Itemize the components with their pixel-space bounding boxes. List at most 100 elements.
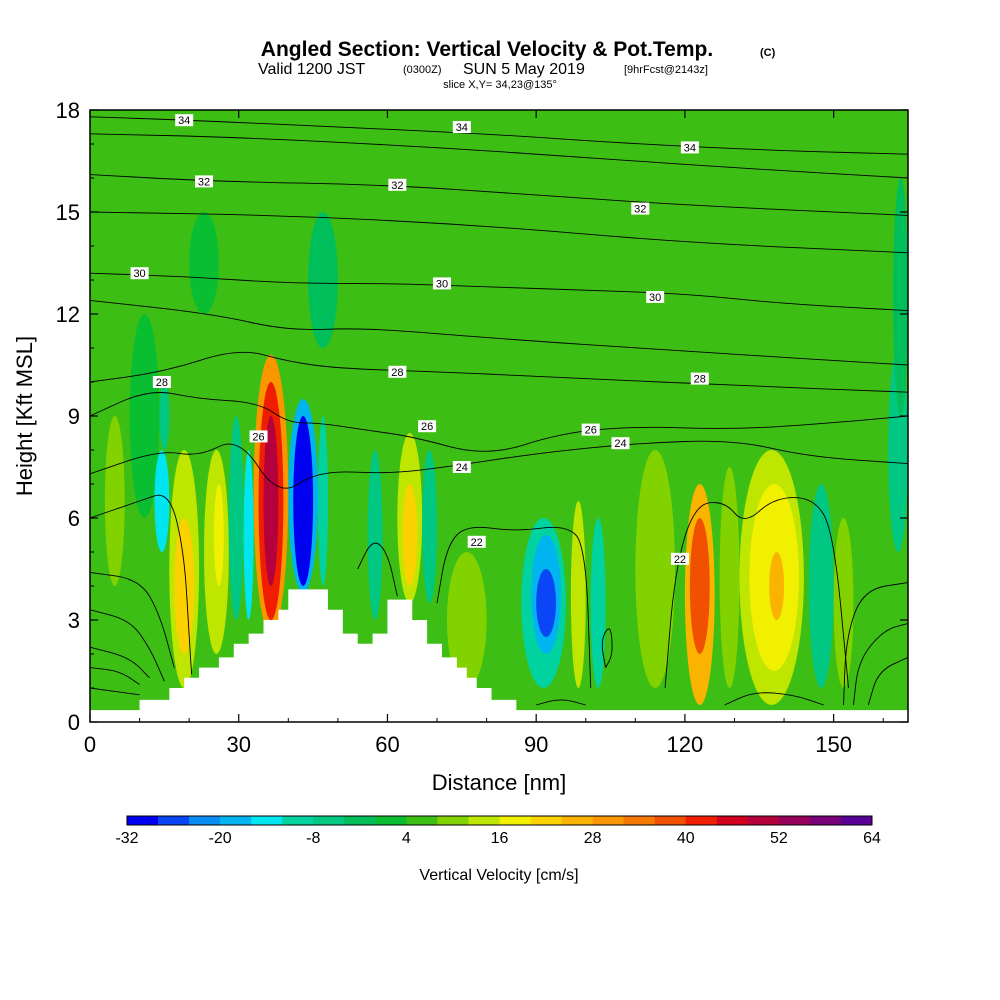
colorbar-swatch xyxy=(127,816,159,825)
contour-label-18: 22 xyxy=(670,552,689,566)
colorbar-swatch xyxy=(313,816,345,825)
theta-contour-12 xyxy=(90,571,175,668)
colorbar-swatch xyxy=(716,816,749,825)
contour-label-8: 30 xyxy=(646,291,665,304)
theta-contour-1 xyxy=(90,133,908,179)
colorbar-swatch xyxy=(437,816,469,825)
theta-contour-18 xyxy=(536,699,586,706)
contour-label-5: 32 xyxy=(631,202,650,216)
velocity-cell-22 xyxy=(536,569,557,637)
theta-contour-3 xyxy=(90,211,908,254)
x-axis-label: Distance [nm] xyxy=(432,770,567,795)
colorbar-swatch xyxy=(778,816,811,825)
theta-contour-9 xyxy=(90,494,193,675)
subtitle-date: SUN 5 May 2019 xyxy=(463,61,585,78)
contour-label-2: 34 xyxy=(680,141,699,154)
contour-label-text: 30 xyxy=(649,292,661,304)
colorbar-swatch xyxy=(282,816,314,825)
colorbar-tick-label: 52 xyxy=(770,830,788,847)
theta-contour-8 xyxy=(90,440,908,489)
velocity-cell-7 xyxy=(228,416,244,620)
contour-label-11: 28 xyxy=(690,372,709,386)
contour-label-13: 26 xyxy=(418,420,437,433)
colorbar-frame xyxy=(126,815,873,826)
contour-label-6: 30 xyxy=(130,267,149,280)
velocity-cell-19 xyxy=(446,552,487,688)
colorbar-swatch xyxy=(809,816,842,825)
colorbar-tick-label: 4 xyxy=(402,830,411,847)
contour-label-text: 22 xyxy=(674,554,686,566)
velocity-cell-17 xyxy=(402,484,418,586)
contour-label-text: 28 xyxy=(694,374,706,386)
contour-label-17: 22 xyxy=(467,535,486,549)
colorbar-tick-label: 40 xyxy=(677,830,695,847)
y-tick-label: 6 xyxy=(68,506,80,531)
y-axis-label: Height [Kft MSL] xyxy=(12,336,37,496)
velocity-cell-24 xyxy=(590,518,606,688)
potential-temperature-contours xyxy=(90,116,908,706)
contour-label-7: 30 xyxy=(432,277,451,290)
theta-contour-14 xyxy=(90,646,150,679)
subtitle-zulu: (0300Z) xyxy=(403,64,442,76)
theta-contour-0 xyxy=(90,116,908,155)
chart-title: Angled Section: Vertical Velocity & Pot.… xyxy=(261,38,713,61)
y-tick-label: 0 xyxy=(68,710,80,735)
velocity-cell-18 xyxy=(422,450,438,603)
theta-contour-17 xyxy=(357,542,398,597)
contour-label-text: 30 xyxy=(133,268,145,280)
contour-label-text: 34 xyxy=(684,142,696,154)
plot-area: 34 34 34 32 32 32 30 30 30 28 28 28 26 26 26 24 24 22 22 xyxy=(90,110,908,722)
colorbar-swatch xyxy=(375,816,407,825)
colorbar-tick-label: 64 xyxy=(863,830,881,847)
y-axis: 0 3 6 9 12 15 18 xyxy=(56,98,908,735)
slice-label: slice X,Y= 34,23@135° xyxy=(443,79,557,91)
velocity-cell-14 xyxy=(318,416,328,586)
contour-label-text: 22 xyxy=(471,537,483,549)
colorbar-swatch xyxy=(840,816,873,825)
velocity-cell-35 xyxy=(104,416,125,586)
velocity-cell-1 xyxy=(154,450,170,552)
subtitle-valid: Valid 1200 JST xyxy=(258,61,366,78)
contour-label-text: 32 xyxy=(634,204,646,216)
velocity-cell-27 xyxy=(689,518,710,654)
contour-label-1: 34 xyxy=(452,121,471,134)
contour-label-text: 34 xyxy=(456,122,468,134)
velocity-cell-8 xyxy=(243,450,254,620)
velocity-cell-4 xyxy=(174,518,195,654)
theta-contour-20 xyxy=(724,692,824,706)
colorbar-tick-label: -20 xyxy=(209,830,232,847)
contour-label-9: 28 xyxy=(152,376,171,389)
theta-contour-22 xyxy=(853,622,908,706)
theta-contour-15 xyxy=(90,667,140,685)
theta-contour-23 xyxy=(867,656,908,706)
colorbar-swatch xyxy=(189,816,221,825)
y-tick-label: 15 xyxy=(56,200,80,225)
colorbar-swatch xyxy=(158,816,190,825)
theta-contour-13 xyxy=(90,609,165,682)
colorbar-tick-label: -32 xyxy=(115,830,138,847)
y-tick-label: 18 xyxy=(56,98,80,123)
contour-label-text: 26 xyxy=(421,421,433,433)
colorbar-label: Vertical Velocity [cm/s] xyxy=(419,867,578,884)
colorbar-swatch xyxy=(592,816,625,825)
colorbar-swatch xyxy=(747,816,780,825)
contour-label-12: 26 xyxy=(249,430,268,443)
theta-contour-11 xyxy=(664,497,849,689)
x-tick-label: 150 xyxy=(815,732,852,757)
colorbar-tick-label: -8 xyxy=(306,830,320,847)
velocity-cell-31 xyxy=(769,552,785,620)
contour-label-text: 32 xyxy=(391,180,403,192)
contour-label-text: 30 xyxy=(436,278,448,290)
velocity-cell-33 xyxy=(833,518,854,688)
y-tick-label: 3 xyxy=(68,608,80,633)
velocity-cell-32 xyxy=(808,484,834,688)
contour-label-16: 24 xyxy=(452,461,471,474)
theta-contour-2 xyxy=(90,174,908,216)
contour-label-text: 28 xyxy=(391,367,403,379)
y-tick-label: 12 xyxy=(56,302,80,327)
colorbar-ticks: -32 -20 -8 4 16 28 40 52 64 xyxy=(115,830,881,847)
x-tick-label: 0 xyxy=(84,732,96,757)
colorbar-swatch xyxy=(530,816,563,825)
colorbar-swatch xyxy=(623,816,656,825)
contour-label-text: 24 xyxy=(614,438,626,450)
